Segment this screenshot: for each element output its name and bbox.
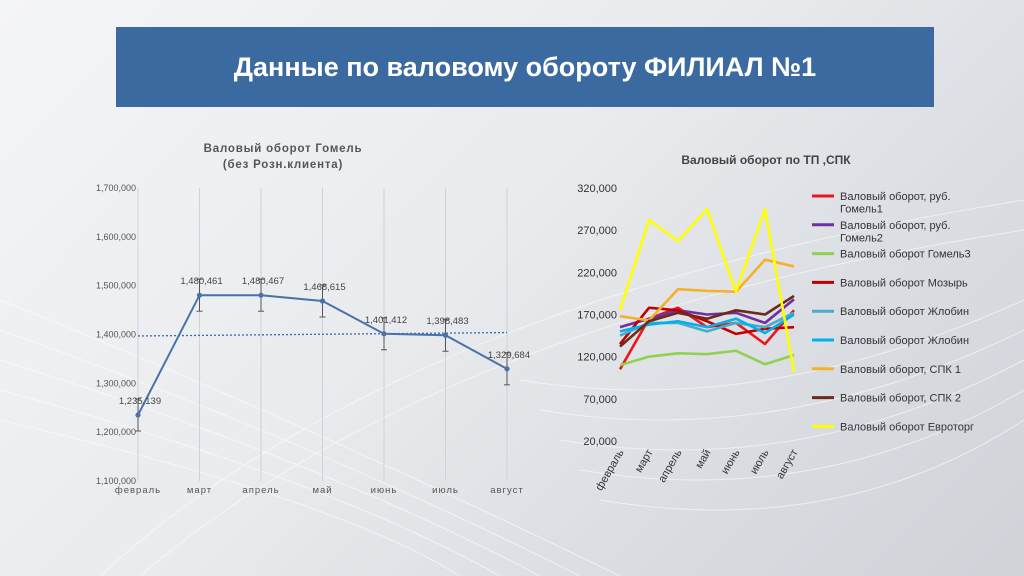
chart2-series-line <box>619 294 795 348</box>
chart1-title: Валовый оборот Гомель <box>204 143 363 155</box>
chart1-x-tick-label: июнь <box>371 485 398 496</box>
chart2-y-tick-label: 220,000 <box>577 267 617 279</box>
chart1-data-label: 1,235,139 <box>119 396 161 407</box>
chart2-x-tick-label: февраль <box>594 447 627 493</box>
chart1-x-tick-label: март <box>187 485 212 496</box>
chart1-data-point <box>196 292 203 298</box>
chart1-data-label: 1,468,615 <box>303 282 345 293</box>
chart2-x-tick-label: июль <box>748 447 772 476</box>
chart1-x-tick-label: февраль <box>115 485 161 496</box>
chart1-y-tick-label: 1,200,000 <box>96 427 136 437</box>
chart2-legend-label: Валовый оборот, руб. Гомель1 <box>840 191 951 216</box>
chart1-data-point <box>442 332 449 338</box>
chart2-y-tick-label: 120,000 <box>577 352 617 364</box>
chart2-y-tick-label: 20,000 <box>583 436 617 448</box>
chart2-series-line <box>619 349 795 367</box>
chart2-title: Валовый оборот по ТП ,СПК <box>681 153 851 167</box>
chart2-x-tick-label: август <box>774 448 800 482</box>
chart2-legend-label: Валовый оборот Жлобин <box>840 306 969 318</box>
chart2-y-tick-label: 320,000 <box>577 183 617 195</box>
chart1-y-tick-label: 1,400,000 <box>96 330 136 340</box>
chart1-x-tick-label: август <box>490 485 524 496</box>
chart2-x-tick-label: май <box>693 448 713 471</box>
chart1-x-tick-label: май <box>312 485 332 496</box>
chart1-y-tick-label: 1,300,000 <box>96 378 136 388</box>
chart2-y-tick-label: 70,000 <box>583 394 617 406</box>
chart2-series-line <box>619 313 795 335</box>
chart2-x-tick-label: март <box>633 448 656 475</box>
chart2-legend-label: Валовый оборот, СПК 1 <box>840 364 961 376</box>
chart2-series-line <box>618 306 795 345</box>
chart1-data-label: 1,480,461 <box>180 276 222 287</box>
chart1-x-tick-label: апрель <box>242 485 279 496</box>
chart1-data-point <box>258 292 264 298</box>
chart1-data-point <box>381 331 387 337</box>
chart2-legend-label: Валовый оборот Мозырь <box>840 277 968 289</box>
chart2-series-line <box>618 306 795 370</box>
chart2-legend-label: Валовый оборот, руб. Гомель2 <box>840 220 951 245</box>
chart1-y-tick-label: 1,100,000 <box>96 476 136 486</box>
chart1-y-tick-label: 1,600,000 <box>96 232 136 242</box>
chart1-subtitle: (без Розн.клиента) <box>223 159 343 171</box>
chart1-y-tick-label: 1,500,000 <box>96 281 136 291</box>
chart1-y-tick-label: 1,700,000 <box>96 183 136 193</box>
chart2-x-tick-label: апрель <box>656 447 685 484</box>
chart1-data-point <box>135 412 141 418</box>
chart2-y-tick-label: 270,000 <box>577 225 617 237</box>
chart1-data-point <box>319 298 326 304</box>
chart1-data-label: 1,398,483 <box>426 316 468 327</box>
chart2-legend-label: Валовый оборот Евроторг <box>840 421 974 433</box>
chart1-trendline <box>137 331 508 337</box>
slide-title-bar: Данные по валовому обороту ФИЛИАЛ №1 <box>116 27 934 107</box>
chart2-legend-label: Валовый оборот, СПК 2 <box>840 393 961 405</box>
chart1-x-tick-label: июль <box>432 485 459 496</box>
chart2-y-tick-label: 170,000 <box>577 310 617 322</box>
chart1-data-label: 1,329,684 <box>488 350 530 361</box>
chart2-legend-label: Валовый оборот Жлобин <box>840 335 969 347</box>
chart2-series-line <box>618 207 796 373</box>
chart1-data-label: 1,401,412 <box>365 315 407 326</box>
slide-title: Данные по валовому обороту ФИЛИАЛ №1 <box>233 51 817 82</box>
chart1-data-point <box>504 366 510 372</box>
chart1-data-label: 1,480,467 <box>242 276 284 287</box>
chart2-legend-label: Валовый оборот Гомель3 <box>840 249 971 261</box>
chart2-x-tick-label: июнь <box>719 447 743 476</box>
